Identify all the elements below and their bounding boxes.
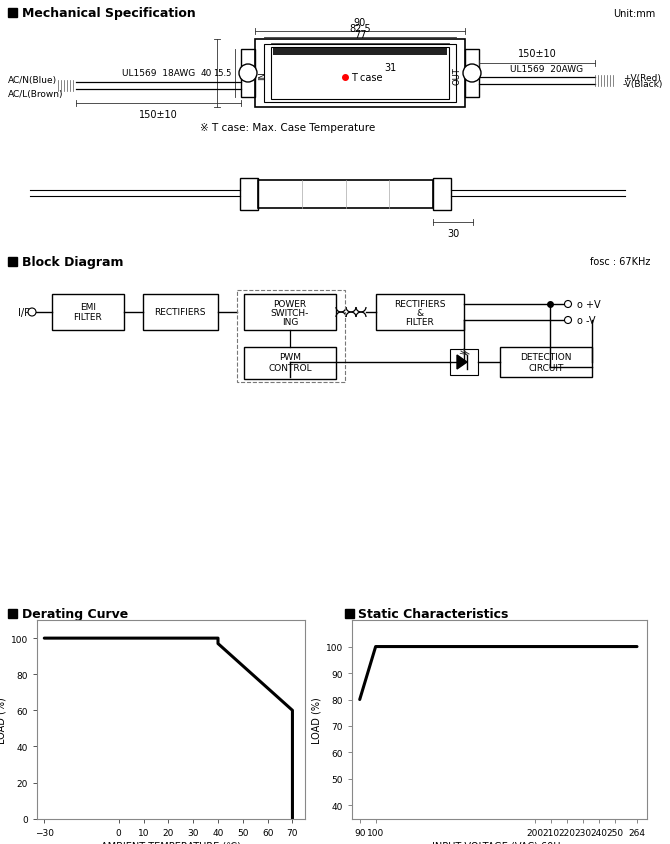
X-axis label: AMBIENT TEMPERATURE (℃): AMBIENT TEMPERATURE (℃) [101, 841, 241, 844]
Text: UL1569  18AWG: UL1569 18AWG [122, 69, 195, 78]
Text: RECTIFIERS: RECTIFIERS [394, 300, 446, 309]
Bar [450, 349, 478, 376]
Circle shape [28, 309, 36, 316]
Bar [258, 181, 433, 208]
Text: I/P: I/P [18, 307, 30, 317]
Bar [241, 50, 255, 98]
Bar [240, 179, 258, 211]
Text: DETECTION: DETECTION [520, 353, 572, 362]
Text: CIRCUIT: CIRCUIT [529, 364, 563, 373]
Bar [255, 40, 465, 108]
Text: Derating Curve: Derating Curve [22, 608, 128, 620]
Text: FILTER: FILTER [74, 313, 103, 322]
Circle shape [565, 301, 572, 308]
Text: SWITCH-: SWITCH- [271, 309, 309, 318]
Bar [8, 257, 17, 267]
Bar [273, 48, 447, 56]
Bar [271, 48, 449, 100]
Text: Block Diagram: Block Diagram [22, 256, 123, 268]
Bar [345, 609, 354, 619]
Bar [376, 295, 464, 331]
Text: +V(Red): +V(Red) [623, 73, 661, 83]
Text: 82.5: 82.5 [349, 24, 371, 34]
Text: UL1569  20AWG: UL1569 20AWG [511, 64, 584, 73]
Text: T case: T case [351, 73, 383, 83]
Text: 15.5: 15.5 [212, 69, 231, 78]
Text: o -V: o -V [577, 316, 596, 326]
Text: -V(Black): -V(Black) [623, 80, 663, 89]
Bar [8, 609, 17, 619]
Text: AC/N(Blue): AC/N(Blue) [8, 75, 57, 84]
Text: &: & [417, 309, 423, 318]
Circle shape [565, 317, 572, 324]
Text: Static Characteristics: Static Characteristics [358, 608, 509, 620]
Text: 40: 40 [200, 69, 212, 78]
Circle shape [463, 65, 481, 83]
Bar [465, 50, 479, 98]
Text: 150±10: 150±10 [139, 110, 178, 120]
Text: 77: 77 [354, 30, 366, 40]
Text: ※ T case: Max. Case Temperature: ※ T case: Max. Case Temperature [200, 123, 375, 133]
Bar [244, 295, 336, 331]
Y-axis label: LOAD (%): LOAD (%) [312, 696, 322, 743]
Text: FILTER: FILTER [405, 318, 434, 327]
Y-axis label: LOAD (%): LOAD (%) [0, 696, 7, 743]
Bar [8, 9, 17, 18]
Text: Unit:mm: Unit:mm [613, 9, 655, 19]
Text: CONTROL: CONTROL [268, 364, 312, 373]
Circle shape [239, 65, 257, 83]
Text: fosc : 67KHz: fosc : 67KHz [590, 257, 650, 268]
Text: OUT: OUT [452, 67, 462, 84]
Text: 30: 30 [447, 229, 459, 239]
Polygon shape [457, 355, 467, 370]
Text: 90: 90 [354, 18, 366, 28]
Bar [500, 348, 592, 377]
Text: RECTIFIERS: RECTIFIERS [154, 308, 206, 317]
Bar [52, 295, 124, 331]
Bar [237, 290, 345, 382]
Bar [244, 348, 336, 380]
Text: IN: IN [259, 72, 267, 80]
Bar [143, 295, 218, 331]
Text: ING: ING [282, 318, 298, 327]
Text: AC/L(Brown): AC/L(Brown) [8, 89, 64, 99]
Text: 31: 31 [384, 63, 396, 73]
Bar [264, 45, 456, 103]
Text: POWER: POWER [273, 300, 307, 309]
X-axis label: INPUT VOLTAGE (VAC) 60Hz: INPUT VOLTAGE (VAC) 60Hz [432, 841, 566, 844]
Text: 150±10: 150±10 [518, 49, 556, 59]
Text: Mechanical Specification: Mechanical Specification [22, 8, 196, 20]
Bar [433, 179, 451, 211]
Text: PWM: PWM [279, 353, 301, 362]
Text: EMI: EMI [80, 303, 96, 312]
Text: o +V: o +V [577, 300, 600, 310]
